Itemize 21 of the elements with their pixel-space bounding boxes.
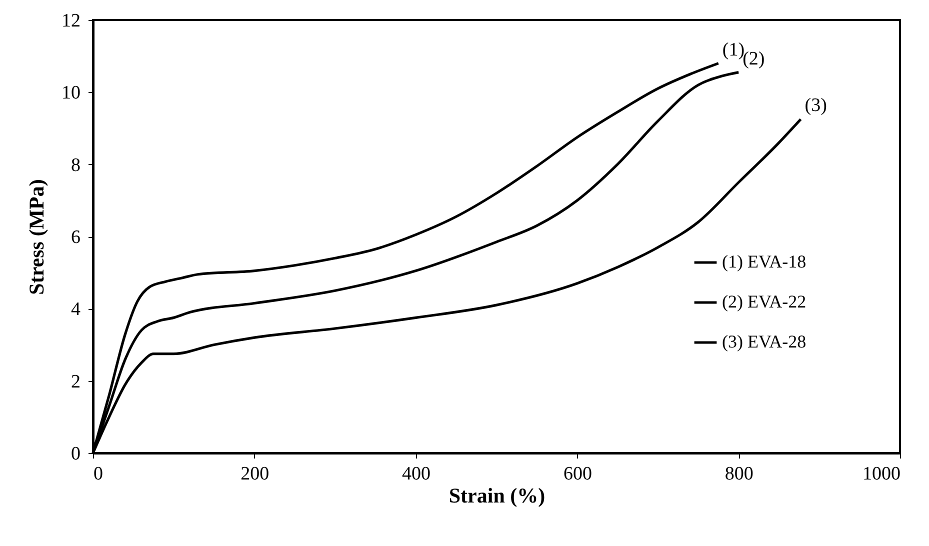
annotation: (3) <box>804 95 827 116</box>
legend-label: (1) EVA-18 <box>722 252 806 272</box>
x-axis-title: Strain (%) <box>448 484 546 508</box>
y-tick-label: 12 <box>62 10 80 32</box>
annotation: (1) <box>722 39 745 60</box>
x-tick-label: 200 <box>240 464 270 484</box>
y-tick-label: 10 <box>62 82 80 104</box>
x-tick-label: 1000 <box>862 464 900 484</box>
y-axis-title: Stress (MPa) <box>24 179 48 295</box>
legend-label: (2) EVA-22 <box>722 292 806 312</box>
x-tick-label: 800 <box>724 464 754 484</box>
y-tick-label: 2 <box>71 371 80 392</box>
annotation: (2) <box>742 48 765 70</box>
legend-label: (3) EVA-28 <box>722 332 806 352</box>
x-tick-label: 400 <box>402 464 431 484</box>
x-tick-label: 600 <box>563 464 592 484</box>
x-tick-label: 0 <box>94 464 103 484</box>
y-tick-label: 6 <box>71 227 80 248</box>
y-tick-label: 4 <box>71 299 81 320</box>
y-tick-label: 8 <box>71 154 80 176</box>
y-tick-label: 0 <box>71 444 80 464</box>
